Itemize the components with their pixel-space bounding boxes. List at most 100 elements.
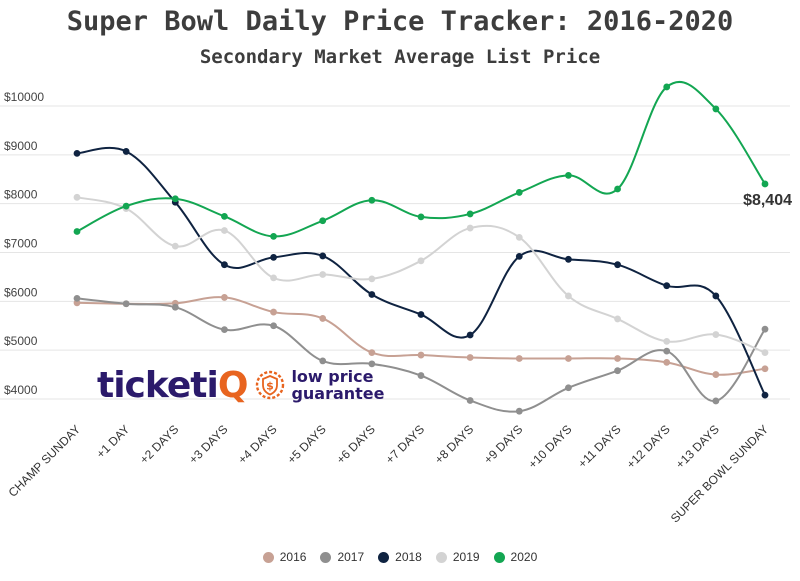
series-2019	[73, 193, 769, 357]
y-tick-label: $9000	[4, 139, 38, 153]
x-tick-label: +10 DAYS	[525, 422, 574, 471]
legend-item-2018[interactable]: 2018	[378, 550, 422, 564]
data-point[interactable]	[368, 360, 376, 368]
data-point[interactable]	[221, 326, 228, 334]
x-tick-label: +6 DAYS	[334, 422, 378, 466]
data-point[interactable]	[515, 355, 523, 362]
data-label: $8,404	[743, 192, 792, 209]
data-point[interactable]	[515, 189, 523, 196]
x-tick-label: +12 DAYS	[624, 422, 673, 471]
data-point[interactable]	[417, 213, 425, 221]
data-point[interactable]	[221, 227, 228, 234]
data-point[interactable]	[761, 349, 769, 357]
data-point[interactable]	[515, 407, 523, 415]
data-point[interactable]	[319, 357, 327, 365]
data-point[interactable]	[466, 354, 474, 361]
data-point[interactable]	[614, 315, 621, 323]
data-point[interactable]	[270, 253, 277, 261]
data-point[interactable]	[614, 355, 621, 362]
data-point[interactable]	[614, 185, 621, 193]
x-tick-label: +13 DAYS	[673, 422, 722, 471]
y-tick-label: $7000	[4, 237, 38, 251]
legend-swatch	[378, 551, 390, 563]
data-point[interactable]	[122, 300, 130, 308]
legend-label: 2018	[395, 550, 422, 564]
logo-tagline: low price guarantee	[291, 368, 384, 402]
data-point[interactable]	[712, 105, 720, 113]
brand-accent: Q	[217, 364, 249, 406]
data-point[interactable]	[122, 148, 130, 155]
data-point[interactable]	[417, 351, 425, 359]
data-point[interactable]	[368, 291, 376, 298]
legend-label: 2017	[337, 550, 365, 564]
data-point[interactable]	[565, 384, 572, 392]
data-point[interactable]	[565, 355, 572, 362]
data-point[interactable]	[171, 195, 179, 203]
data-point[interactable]	[565, 171, 572, 179]
legend-item-2019[interactable]: 2019	[435, 550, 480, 564]
data-point[interactable]	[663, 282, 671, 290]
legend-item-2017[interactable]: 2017	[320, 550, 364, 564]
data-point[interactable]	[73, 193, 81, 201]
data-point[interactable]	[368, 275, 376, 283]
brand-main: ticketi	[97, 364, 219, 406]
data-point[interactable]	[221, 294, 228, 301]
data-point[interactable]	[122, 202, 130, 210]
data-point[interactable]	[73, 149, 81, 157]
data-point[interactable]	[565, 255, 572, 263]
x-tick-label: +4 DAYS	[235, 422, 279, 466]
data-point[interactable]	[663, 347, 671, 355]
data-point[interactable]	[270, 308, 277, 316]
data-point[interactable]	[171, 303, 179, 311]
series-line-2019	[76, 196, 766, 354]
data-point[interactable]	[712, 331, 720, 338]
legend-label: 2019	[452, 550, 480, 564]
x-tick-label: +1 DAY	[94, 422, 133, 461]
data-point[interactable]	[270, 274, 277, 282]
data-point[interactable]	[515, 233, 523, 241]
line-chart: $4000 $5000 $6000 $7000 $8000 $9000 $10000 CHA…	[0, 80, 792, 525]
data-point[interactable]	[614, 261, 621, 269]
data-point[interactable]	[171, 242, 179, 250]
data-point[interactable]	[368, 196, 376, 204]
data-point[interactable]	[73, 228, 81, 235]
data-point[interactable]	[761, 325, 769, 333]
data-point[interactable]	[417, 257, 425, 265]
data-point[interactable]	[515, 253, 523, 260]
data-point[interactable]	[417, 311, 425, 318]
data-point[interactable]	[466, 331, 474, 339]
data-point[interactable]	[466, 210, 474, 218]
data-point[interactable]	[712, 371, 720, 378]
data-point[interactable]	[712, 397, 720, 405]
data-point[interactable]	[712, 292, 720, 300]
data-point[interactable]	[319, 271, 327, 278]
data-point[interactable]	[565, 292, 572, 300]
data-point[interactable]	[663, 337, 671, 345]
data-point[interactable]	[368, 349, 376, 357]
legend-item-2020[interactable]: 2020	[493, 550, 537, 564]
data-point[interactable]	[466, 224, 474, 232]
data-point[interactable]	[270, 322, 277, 330]
data-point[interactable]	[319, 217, 327, 225]
data-point[interactable]	[761, 180, 769, 188]
data-point[interactable]	[614, 367, 621, 375]
legend-item-2016[interactable]: 2016	[262, 550, 307, 564]
data-point[interactable]	[761, 391, 769, 399]
data-point[interactable]	[466, 397, 474, 404]
data-point[interactable]	[663, 358, 671, 366]
legend-swatch	[435, 551, 447, 563]
data-point[interactable]	[319, 252, 327, 260]
data-point[interactable]	[221, 212, 228, 220]
data-point[interactable]	[73, 295, 81, 302]
data-point[interactable]	[417, 372, 425, 379]
data-point[interactable]	[270, 232, 277, 240]
seal-symbol: $	[267, 380, 275, 393]
x-tick-label: +8 DAYS	[432, 422, 476, 466]
legend-label: 2016	[279, 550, 307, 564]
series-lines	[73, 80, 769, 415]
data-point[interactable]	[663, 83, 671, 91]
data-point[interactable]	[319, 315, 327, 322]
legend-swatch	[493, 551, 505, 563]
data-point[interactable]	[761, 365, 769, 373]
data-point[interactable]	[221, 261, 228, 269]
